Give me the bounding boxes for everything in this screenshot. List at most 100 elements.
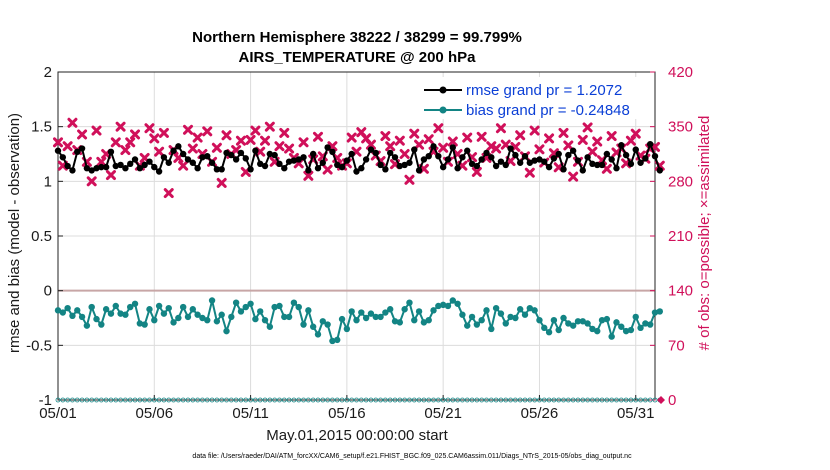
bias-marker bbox=[541, 324, 548, 332]
bias-marker bbox=[632, 313, 639, 321]
bias-marker bbox=[329, 337, 336, 345]
rmse-marker bbox=[637, 159, 644, 166]
possible-marker bbox=[633, 397, 639, 403]
possible-marker bbox=[296, 397, 302, 403]
rmse-marker bbox=[98, 163, 105, 171]
bias-marker bbox=[579, 318, 586, 325]
possible-marker bbox=[262, 397, 268, 403]
possible-marker bbox=[310, 397, 316, 403]
rmse-marker bbox=[435, 152, 442, 160]
rmse-marker bbox=[78, 145, 86, 152]
x-tick-label: 05/21 bbox=[424, 405, 462, 422]
possible-marker bbox=[89, 397, 95, 403]
possible-marker bbox=[488, 397, 494, 403]
bias-marker bbox=[560, 314, 567, 322]
possible-marker bbox=[561, 397, 566, 403]
bias-marker bbox=[358, 309, 365, 316]
possible-obs-series bbox=[55, 397, 663, 403]
rmse-marker bbox=[213, 166, 221, 173]
bias-marker bbox=[319, 318, 326, 325]
bias-marker bbox=[488, 325, 495, 333]
rmse-marker bbox=[242, 155, 249, 162]
assimilated-marker bbox=[495, 123, 506, 134]
bias-marker bbox=[372, 313, 379, 321]
rmse-marker bbox=[314, 165, 322, 172]
assimilated-marker bbox=[414, 139, 425, 150]
y2-tick-label: 420 bbox=[668, 64, 693, 81]
bias-marker bbox=[521, 311, 529, 318]
possible-marker bbox=[55, 397, 61, 403]
y2-tick-label: 0 bbox=[668, 392, 676, 409]
assimilated-marker bbox=[120, 145, 131, 156]
rmse-marker bbox=[536, 156, 543, 163]
possible-marker bbox=[339, 397, 345, 403]
rmse-marker bbox=[367, 146, 375, 153]
possible-marker bbox=[277, 397, 282, 403]
assimilated-marker bbox=[115, 121, 126, 132]
rmse-marker bbox=[175, 143, 182, 150]
possible-marker bbox=[647, 397, 653, 403]
bias-marker bbox=[526, 304, 534, 312]
rmse-marker bbox=[594, 161, 601, 169]
bias-marker bbox=[155, 302, 163, 310]
rmse-marker bbox=[189, 159, 197, 166]
possible-marker bbox=[142, 397, 148, 403]
y2-tick-label: 210 bbox=[668, 228, 693, 245]
rmse-marker bbox=[276, 160, 283, 168]
possible-marker bbox=[108, 397, 114, 403]
rmse-marker bbox=[439, 163, 447, 171]
possible-marker bbox=[450, 397, 456, 403]
possible-marker bbox=[565, 397, 571, 403]
possible-marker bbox=[614, 397, 619, 403]
possible-marker bbox=[334, 397, 340, 403]
bias-marker bbox=[478, 316, 485, 324]
rmse-marker bbox=[59, 154, 67, 161]
possible-marker bbox=[541, 397, 547, 403]
bias-marker bbox=[314, 331, 322, 338]
bias-marker bbox=[228, 313, 235, 321]
bias-marker bbox=[618, 323, 625, 330]
assimilated-obs-series bbox=[53, 117, 665, 199]
bias-marker bbox=[64, 304, 71, 312]
rmse-marker bbox=[155, 168, 163, 175]
possible-marker bbox=[267, 397, 273, 403]
y2-tick-label: 70 bbox=[668, 337, 685, 354]
bias-marker bbox=[237, 308, 245, 315]
rmse-marker bbox=[541, 158, 548, 165]
rmse-marker bbox=[117, 161, 124, 169]
rmse-marker bbox=[598, 161, 606, 169]
bias-marker bbox=[112, 302, 119, 310]
possible-marker bbox=[272, 397, 278, 403]
x-tick-label: 05/31 bbox=[617, 405, 655, 422]
rmse-marker bbox=[232, 156, 240, 163]
rmse-marker bbox=[64, 162, 71, 170]
rmse-marker bbox=[415, 167, 423, 174]
possible-marker bbox=[522, 397, 528, 403]
rmse-marker bbox=[329, 148, 336, 156]
possible-marker bbox=[291, 397, 297, 403]
bias-marker bbox=[396, 319, 404, 326]
rmse-marker bbox=[560, 166, 567, 173]
bias-marker bbox=[430, 307, 437, 314]
assimilated-marker bbox=[529, 125, 540, 136]
possible-marker bbox=[238, 397, 244, 403]
assimilated-marker bbox=[563, 140, 574, 151]
possible-marker bbox=[180, 397, 186, 403]
rmse-marker bbox=[184, 156, 192, 163]
assimilated-marker bbox=[491, 143, 502, 154]
bias-marker bbox=[199, 314, 206, 322]
possible-marker bbox=[440, 397, 446, 403]
rmse-marker bbox=[343, 157, 351, 164]
possible-marker bbox=[435, 397, 441, 403]
rmse-marker bbox=[160, 154, 168, 161]
possible-marker bbox=[200, 397, 205, 403]
x-tick-label: 05/11 bbox=[232, 405, 268, 422]
possible-marker bbox=[575, 397, 581, 403]
possible-marker bbox=[161, 397, 167, 403]
bias-marker bbox=[502, 320, 509, 327]
possible-marker bbox=[281, 397, 287, 403]
possible-marker bbox=[123, 397, 128, 403]
rmse-marker bbox=[83, 165, 91, 172]
bias-marker bbox=[492, 304, 500, 312]
y-tick-label: -1 bbox=[39, 392, 52, 409]
